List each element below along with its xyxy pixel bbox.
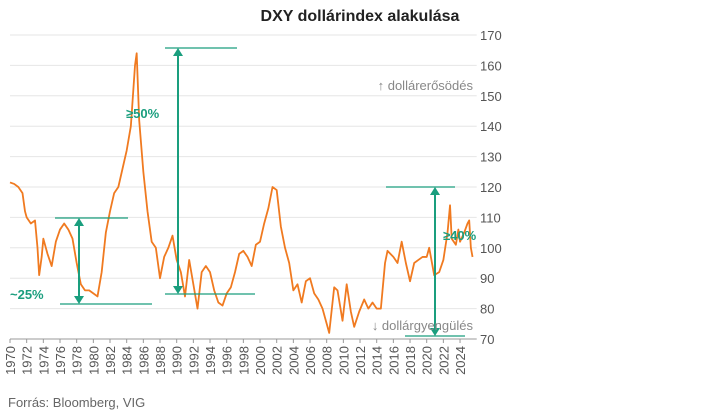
x-tick-label: 1976 bbox=[53, 346, 68, 375]
annotation: ~25% bbox=[10, 287, 44, 302]
x-tick-label: 2020 bbox=[420, 346, 435, 375]
x-tick-label: 1994 bbox=[203, 346, 218, 375]
x-tick-label: 1992 bbox=[186, 346, 201, 375]
x-tick-label: 1980 bbox=[86, 346, 101, 375]
annotation: ↓ dollárgyengülés bbox=[372, 318, 474, 333]
x-tick-label: 1996 bbox=[220, 346, 235, 375]
x-tick-label: 2006 bbox=[303, 346, 318, 375]
x-tick-label: 2010 bbox=[336, 346, 351, 375]
x-tick-label: 1986 bbox=[136, 346, 151, 375]
chart-title: DXY dollárindex alakulása bbox=[261, 8, 460, 25]
x-tick-label: 1998 bbox=[236, 346, 251, 375]
y-tick-label: 120 bbox=[480, 180, 502, 195]
x-tick-label: 2008 bbox=[320, 346, 335, 375]
x-tick-label: 2014 bbox=[370, 346, 385, 375]
y-tick-label: 170 bbox=[480, 28, 502, 43]
y-tick-label: 90 bbox=[480, 271, 494, 286]
x-tick-label: 2012 bbox=[353, 346, 368, 375]
x-tick-label: 2004 bbox=[286, 346, 301, 375]
y-tick-label: 70 bbox=[480, 332, 494, 347]
x-tick-label: 2016 bbox=[386, 346, 401, 375]
x-tick-label: 2022 bbox=[436, 346, 451, 375]
x-tick-label: 1988 bbox=[153, 346, 168, 375]
annotation: ≥50% bbox=[126, 106, 160, 121]
x-tick-label: 1970 bbox=[3, 346, 18, 375]
source: Forrás: Bloomberg, VIG bbox=[8, 395, 145, 410]
x-tick-label: 1972 bbox=[20, 346, 35, 375]
x-tick-label: 1990 bbox=[170, 346, 185, 375]
annotation-lines bbox=[55, 47, 465, 337]
x-tick-label: 2018 bbox=[403, 346, 418, 375]
data-line bbox=[9, 52, 474, 334]
x-tick-label: 2000 bbox=[253, 346, 268, 375]
y-tick-label: 80 bbox=[480, 302, 494, 317]
y-tick-label: 140 bbox=[480, 119, 502, 134]
annotation: ↑ dollárerősödés bbox=[378, 78, 474, 93]
x-tick-label: 2002 bbox=[270, 346, 285, 375]
y-tick-label: 160 bbox=[480, 58, 502, 73]
y-tick-label: 110 bbox=[480, 210, 501, 225]
x-tick-label: 2024 bbox=[453, 346, 468, 375]
annotation: ≥40% bbox=[443, 228, 477, 243]
x-tick-label: 1982 bbox=[103, 346, 118, 375]
y-tick-label: 130 bbox=[480, 150, 502, 165]
x-tick-label: 1974 bbox=[36, 346, 51, 375]
y-tick-label: 100 bbox=[480, 241, 502, 256]
x-tick-label: 1984 bbox=[120, 346, 135, 375]
y-tick-label: 150 bbox=[480, 89, 502, 104]
x-tick-label: 1978 bbox=[70, 346, 85, 375]
